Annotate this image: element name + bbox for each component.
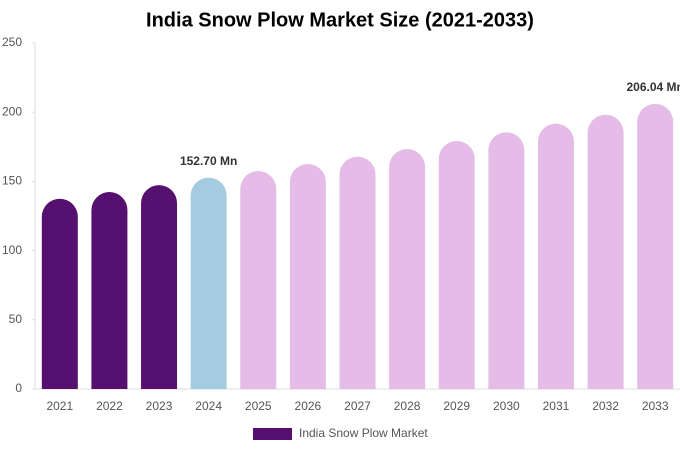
bar	[289, 163, 326, 389]
x-tick-label: 2032	[592, 399, 619, 413]
bar	[41, 198, 78, 389]
bar	[141, 185, 178, 389]
bar	[438, 140, 475, 389]
y-tick-label: 200	[2, 104, 22, 118]
bar	[91, 192, 128, 389]
x-tick-label: 2030	[493, 399, 520, 413]
value-label: 206.04 Mn	[627, 80, 680, 94]
x-tick-label: 2025	[245, 399, 272, 413]
legend-label: India Snow Plow Market	[299, 426, 428, 440]
x-tick-label: 2023	[146, 399, 173, 413]
bar	[488, 132, 525, 390]
bar	[537, 123, 574, 389]
bar	[190, 177, 227, 389]
y-tick-label: 50	[9, 312, 23, 326]
bar	[389, 149, 426, 389]
value-label: 152.70 Mn	[180, 154, 237, 168]
y-tick-label: 0	[15, 381, 22, 395]
bar	[587, 114, 624, 390]
x-tick-label: 2031	[543, 399, 570, 413]
x-tick-label: 2027	[344, 399, 371, 413]
x-tick-label: 2028	[394, 399, 421, 413]
legend-swatch	[253, 428, 292, 440]
x-tick-label: 2029	[443, 399, 470, 413]
x-tick-label: 2021	[46, 399, 73, 413]
y-tick-label: 100	[2, 243, 22, 257]
y-tick-label: 150	[2, 174, 22, 188]
bar	[339, 156, 376, 389]
chart-title: India Snow Plow Market Size (2021-2033)	[146, 9, 534, 31]
x-tick-label: 2026	[295, 399, 322, 413]
bar	[240, 171, 277, 389]
x-tick-label: 2033	[642, 399, 669, 413]
y-tick-label: 250	[2, 35, 22, 49]
bar	[637, 103, 674, 389]
x-tick-label: 2024	[195, 399, 222, 413]
x-tick-label: 2022	[96, 399, 123, 413]
